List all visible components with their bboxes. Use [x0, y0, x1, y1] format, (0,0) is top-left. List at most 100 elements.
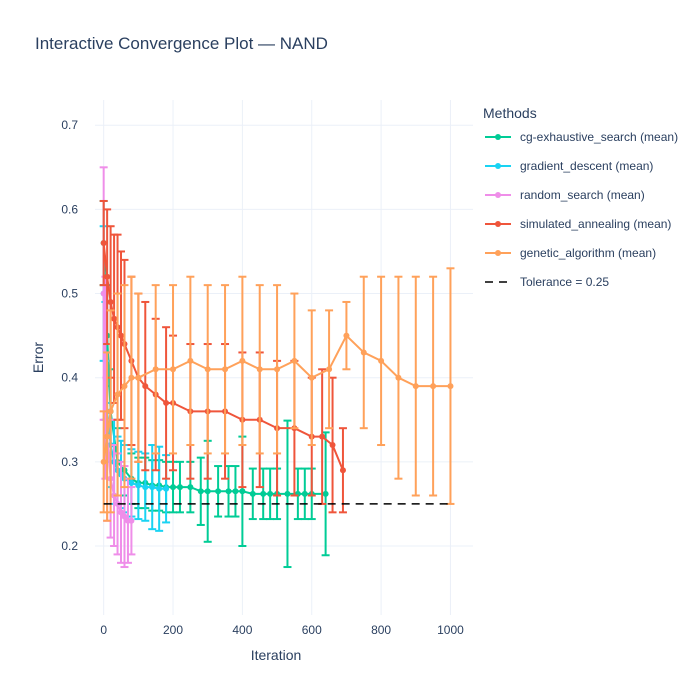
data-point: [267, 490, 274, 497]
data-point: [135, 374, 142, 381]
y-tick-label: 0.6: [61, 202, 78, 216]
legend-swatch: [485, 133, 511, 140]
data-point: [197, 488, 204, 495]
legend-label: cg-exhaustive_search (mean): [520, 129, 679, 144]
legend-item[interactable]: genetic_algorithm (mean): [483, 238, 678, 267]
x-tick-label: 1000: [437, 623, 464, 637]
x-tick-label: 200: [163, 623, 183, 637]
axes: 0 200 400 600 800 1000 0.2 0.3 0.4 0.5 0.6 0.7 Itera…: [30, 118, 464, 663]
data-point: [128, 479, 135, 486]
data-point: [121, 383, 128, 390]
data-point: [156, 485, 163, 492]
data-point: [114, 500, 121, 507]
legend-label: simulated_annealing (mean): [520, 216, 672, 231]
data-point: [170, 366, 177, 373]
data-point: [430, 383, 437, 390]
data-point: [128, 374, 135, 381]
data-point: [360, 349, 367, 356]
legend-item[interactable]: gradient_descent (mean): [483, 151, 678, 180]
legend: cg-exhaustive_search (mean) gradient_desc…: [483, 122, 678, 296]
data-point: [100, 240, 107, 247]
data-point: [284, 490, 291, 497]
data-layer: [99, 166, 455, 569]
legend-swatch: [485, 162, 511, 169]
x-tick-label: 0: [100, 623, 107, 637]
data-point: [249, 490, 256, 497]
x-tick-label: 800: [371, 623, 391, 637]
data-point: [319, 433, 326, 440]
data-point: [256, 366, 263, 373]
data-point: [118, 332, 125, 339]
data-point: [163, 485, 170, 492]
legend-item[interactable]: random_search (mean): [483, 180, 678, 209]
data-point: [142, 484, 149, 491]
data-point: [135, 482, 142, 489]
data-point: [107, 298, 114, 305]
y-tick-label: 0.2: [61, 539, 78, 553]
data-point: [104, 273, 111, 280]
data-point: [326, 366, 333, 373]
data-point: [149, 484, 156, 491]
data-point: [322, 490, 329, 497]
data-point: [128, 517, 135, 524]
legend-label: random_search (mean): [520, 187, 645, 202]
data-point: [222, 366, 229, 373]
data-point: [447, 383, 454, 390]
data-point: [187, 484, 194, 491]
x-tick-label: 400: [232, 623, 252, 637]
legend-swatch: [485, 249, 511, 256]
data-point: [121, 513, 128, 520]
data-point: [100, 290, 107, 297]
data-point: [142, 383, 149, 390]
data-point: [204, 488, 211, 495]
data-point: [176, 484, 183, 491]
legend-label: Tolerance = 0.25: [520, 274, 610, 289]
data-point: [100, 458, 107, 465]
series-genetic-algorithm: [99, 267, 455, 522]
series-simulated-annealing: [99, 199, 347, 514]
series-line: [102, 242, 344, 471]
data-point: [163, 399, 170, 406]
legend-label: genetic_algorithm (mean): [520, 245, 657, 260]
y-tick-label: 0.7: [61, 118, 78, 132]
data-point: [291, 357, 298, 364]
legend-title: Methods: [483, 105, 537, 121]
data-point: [308, 374, 315, 381]
data-point: [170, 484, 177, 491]
data-point: [152, 366, 159, 373]
data-point: [395, 374, 402, 381]
data-point: [118, 509, 125, 516]
data-point: [329, 442, 336, 449]
data-point: [114, 391, 121, 398]
legend-item[interactable]: Tolerance = 0.25: [483, 267, 678, 296]
data-point: [260, 490, 267, 497]
data-point: [239, 488, 246, 495]
chart-title: Interactive Convergence Plot — NAND: [35, 34, 328, 53]
data-point: [339, 467, 346, 474]
y-tick-label: 0.3: [61, 455, 78, 469]
data-point: [111, 315, 118, 322]
legend-label: gradient_descent (mean): [520, 158, 654, 173]
y-tick-label: 0.5: [61, 287, 78, 301]
data-point: [378, 357, 385, 364]
data-point: [232, 488, 239, 495]
data-point: [187, 357, 194, 364]
data-point: [274, 366, 281, 373]
data-point: [301, 490, 308, 497]
data-point: [204, 366, 211, 373]
data-point: [104, 433, 111, 440]
data-point: [343, 332, 350, 339]
x-tick-label: 600: [302, 623, 322, 637]
data-point: [225, 488, 232, 495]
data-point: [215, 488, 222, 495]
data-point: [412, 383, 419, 390]
x-axis-label: Iteration: [251, 647, 302, 663]
legend-swatch: [485, 191, 511, 198]
data-point: [239, 357, 246, 364]
y-tick-label: 0.4: [61, 371, 78, 385]
legend-item[interactable]: cg-exhaustive_search (mean): [483, 122, 678, 151]
data-point: [107, 408, 114, 415]
legend-item[interactable]: simulated_annealing (mean): [483, 209, 678, 238]
